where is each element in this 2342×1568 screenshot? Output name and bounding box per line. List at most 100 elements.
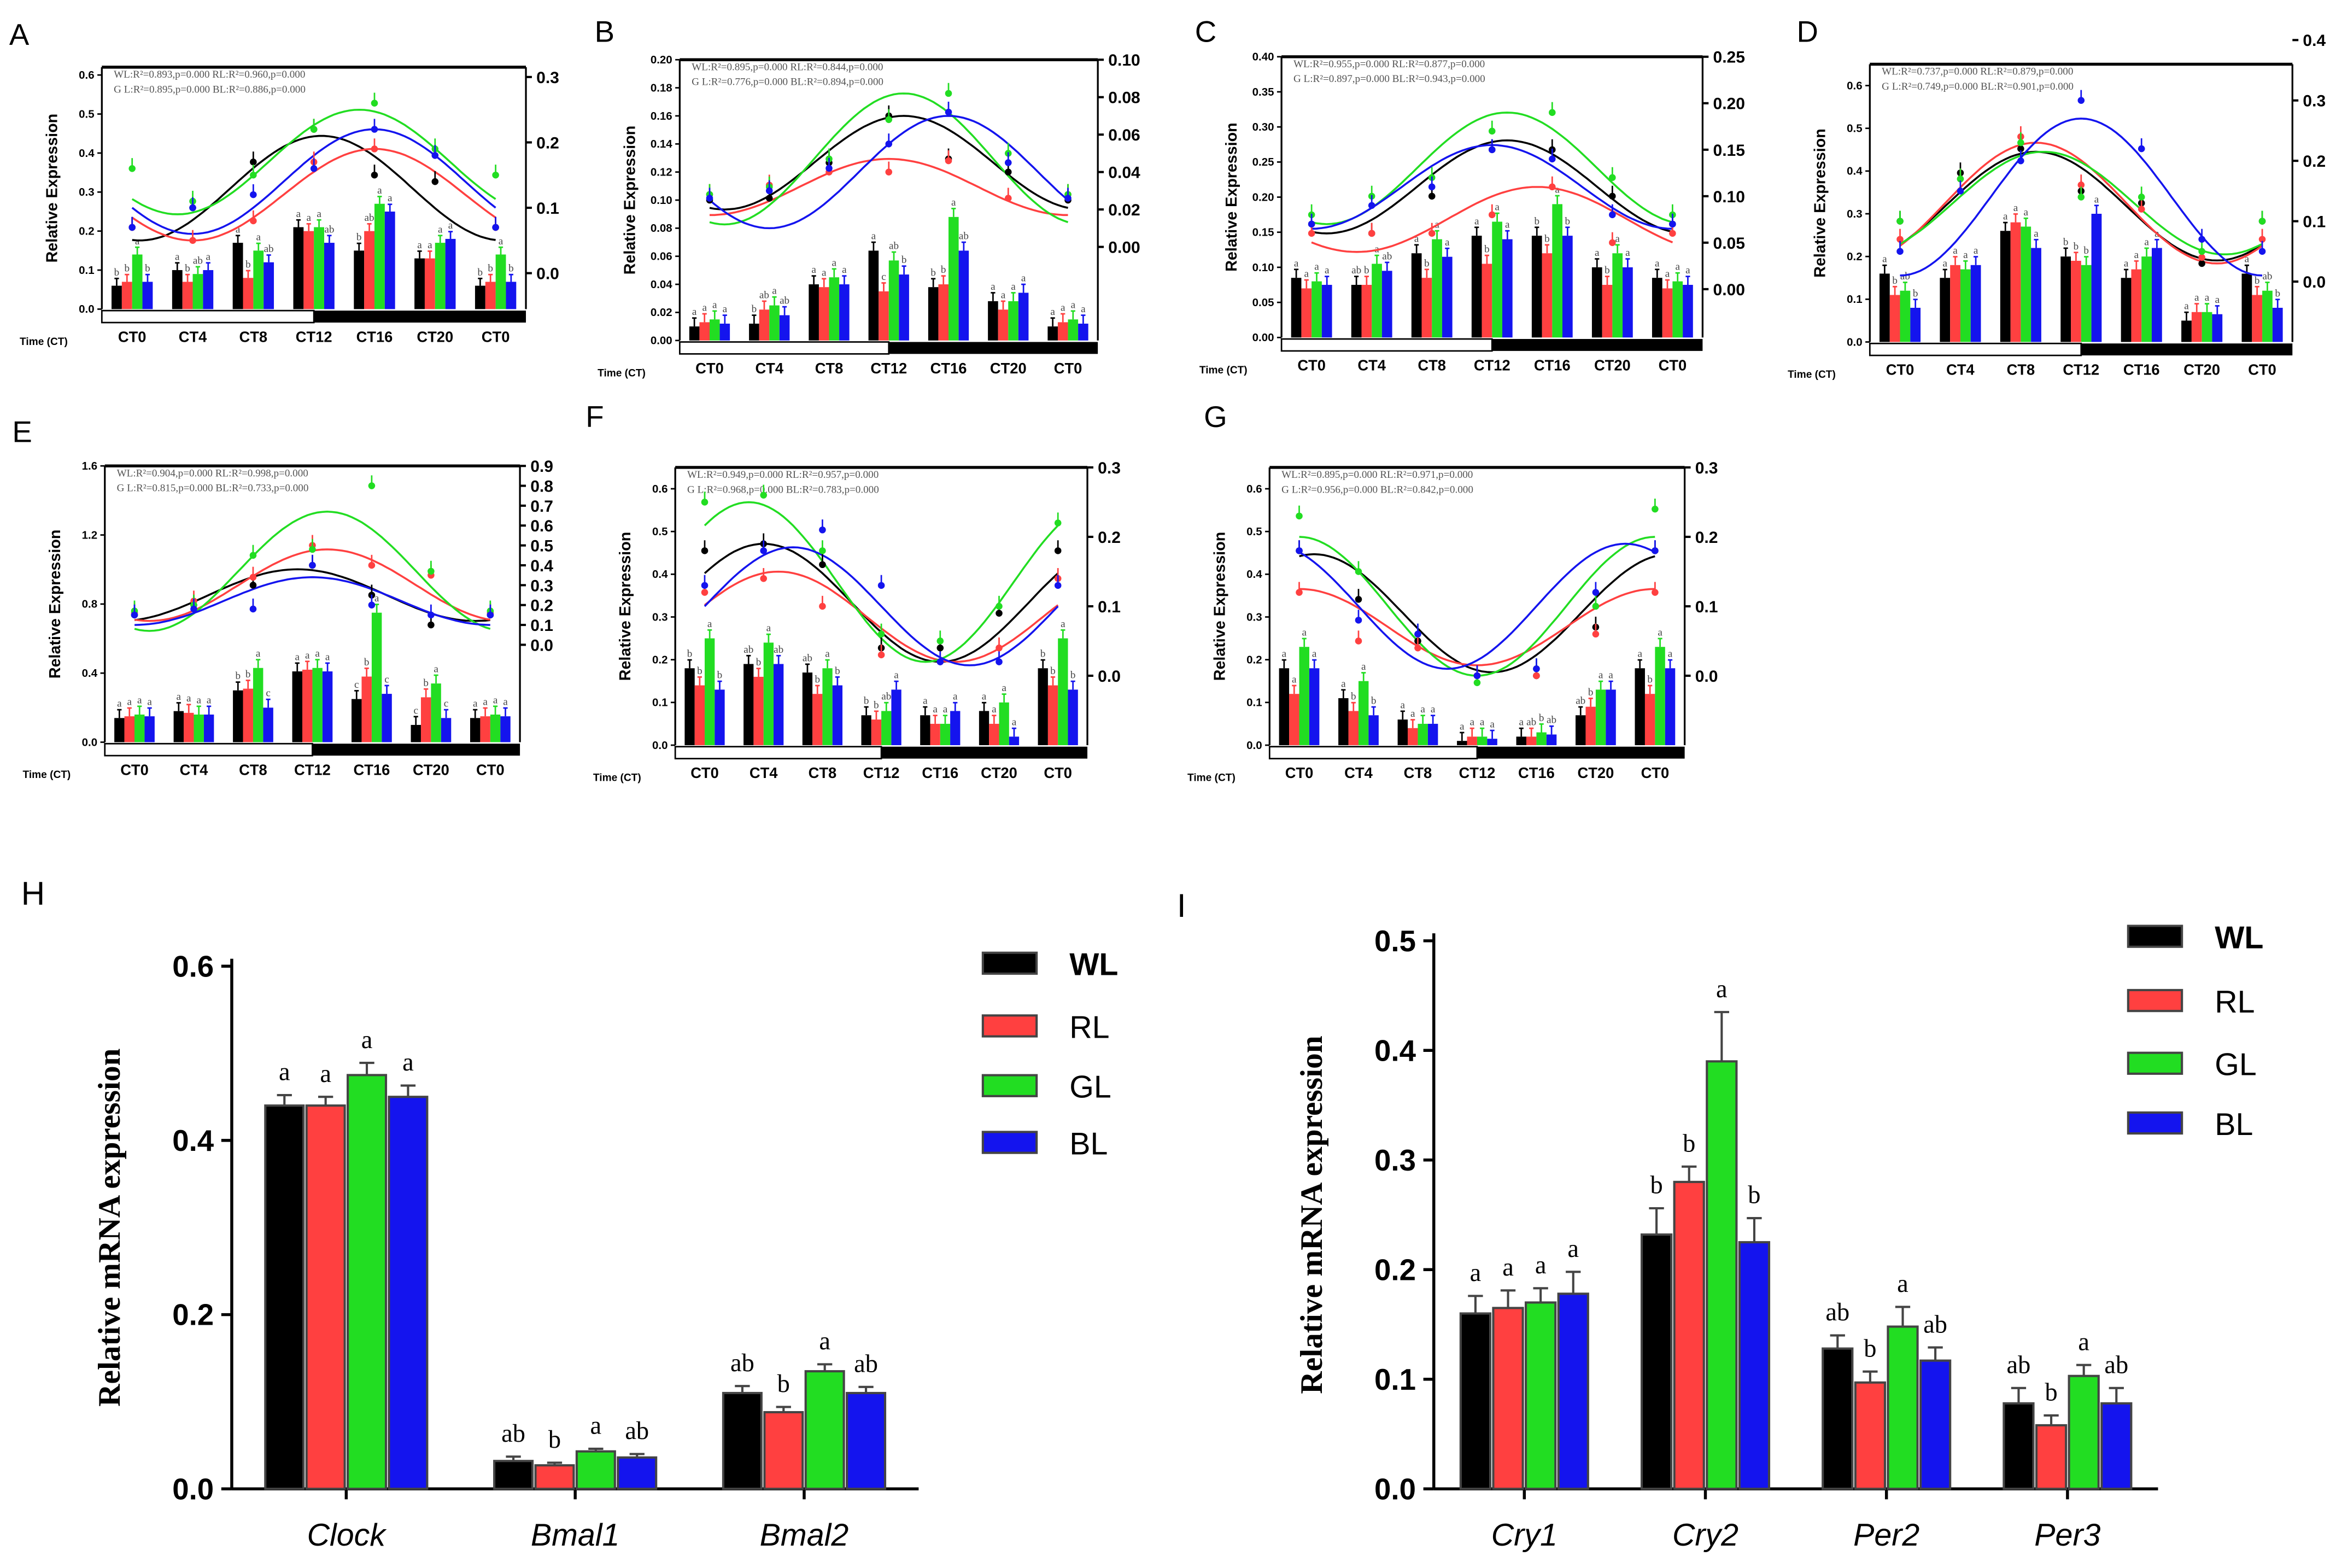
significance-letter: ab bbox=[730, 1349, 754, 1377]
data-point-RL bbox=[2198, 254, 2205, 261]
panel-F: F 0.0 0.1 0.2 0.3 0.4 0.5 0.6 0.0 0.1 0.2 0.3 Relati… bbox=[585, 400, 1121, 783]
data-point-GL bbox=[945, 90, 952, 97]
bar-WL bbox=[232, 243, 243, 309]
significance-letter: a bbox=[1595, 247, 1600, 259]
data-point-BL bbox=[1609, 211, 1616, 219]
y-right-tick-label: 0.15 bbox=[1713, 142, 1745, 160]
y-right-tick-label: 0.8 bbox=[530, 477, 553, 495]
significance-letter: a bbox=[1011, 281, 1016, 292]
bar-WL bbox=[112, 285, 122, 309]
bar-WL bbox=[722, 1391, 763, 1490]
significance-letter: a bbox=[320, 1060, 331, 1088]
bar-RL bbox=[480, 716, 490, 742]
panel-label: B bbox=[595, 15, 614, 48]
bar-GL bbox=[2081, 265, 2092, 342]
bar-RL bbox=[1673, 1180, 1705, 1490]
bar-BL bbox=[891, 689, 901, 745]
significance-letter: a bbox=[871, 231, 876, 242]
y-tick-label: 0.14 bbox=[651, 138, 672, 150]
significance-letter: a bbox=[315, 648, 320, 659]
x-tick-label: CT16 bbox=[1534, 356, 1571, 373]
data-point-BL bbox=[936, 658, 944, 665]
significance-letter: a bbox=[1050, 306, 1055, 318]
bar-BL bbox=[1309, 668, 1320, 745]
data-point-BL bbox=[2138, 145, 2145, 153]
y-tick-label: 0.08 bbox=[651, 222, 672, 235]
bar-GL bbox=[1432, 239, 1442, 338]
data-point-RL bbox=[1896, 236, 1904, 243]
bar-WL bbox=[1457, 741, 1467, 745]
x-tick-label: Per3 bbox=[2034, 1518, 2100, 1553]
y-right-tick-label: 0.2 bbox=[1695, 529, 1718, 547]
significance-letter: ab bbox=[780, 295, 789, 307]
significance-letter: b bbox=[1371, 695, 1377, 707]
stats-text: WL:R²=0.895,p=0.000 RL:R²=0.844,p=0.000 bbox=[692, 61, 883, 73]
stats-text: G L:R²=0.749,p=0.000 BL:R²=0.901,p=0.000 bbox=[1882, 81, 2074, 92]
bar-BL bbox=[839, 284, 850, 341]
bar-RL bbox=[1889, 295, 1900, 342]
bar-RL bbox=[1047, 685, 1058, 745]
x-tick-label: CT0 bbox=[2248, 361, 2276, 378]
significance-letter: a bbox=[1061, 618, 1065, 630]
data-point-BL bbox=[1355, 617, 1362, 624]
x-tick-label: CT4 bbox=[180, 762, 208, 779]
significance-letter: b bbox=[1424, 258, 1430, 269]
y-right-tick-label: 0.25 bbox=[1713, 49, 1745, 67]
significance-letter: a bbox=[723, 303, 728, 315]
dark-phase-bar bbox=[314, 311, 526, 323]
x-tick-label: CT20 bbox=[2183, 361, 2220, 378]
significance-letter: a bbox=[1302, 627, 1307, 639]
bar-GL bbox=[1536, 732, 1547, 745]
significance-letter: a bbox=[1716, 975, 1728, 1003]
data-point-WL bbox=[765, 195, 773, 202]
data-point-WL bbox=[428, 621, 435, 629]
bar-BL bbox=[1427, 723, 1438, 745]
data-point-BL bbox=[1296, 547, 1303, 554]
bar-WL bbox=[988, 301, 998, 341]
y-tick-label: 0.02 bbox=[651, 306, 672, 319]
bar-BL bbox=[144, 716, 155, 742]
data-point-RL bbox=[2258, 236, 2266, 243]
y-tick-label: 0.2 bbox=[79, 225, 94, 237]
bar-WL bbox=[1338, 698, 1349, 745]
y-right-tick-label: 0.2 bbox=[536, 134, 559, 152]
y-right-tick-label: 0.2 bbox=[530, 597, 553, 615]
y-right-tick-label: 0.3 bbox=[1098, 459, 1121, 477]
y-tick-label: 0.40 bbox=[1252, 51, 1274, 63]
significance-letter: a bbox=[1061, 302, 1065, 314]
bar-RL bbox=[243, 278, 254, 309]
bar-BL bbox=[388, 1096, 429, 1490]
significance-letter: a bbox=[1470, 1259, 1482, 1287]
bar-GL bbox=[763, 642, 774, 745]
panel-label: I bbox=[1177, 887, 1186, 924]
data-point-RL bbox=[760, 575, 767, 582]
data-point-BL bbox=[945, 108, 952, 116]
significance-letter: a bbox=[2245, 254, 2250, 265]
y-tick-label: 0.1 bbox=[79, 264, 94, 277]
significance-letter: b bbox=[874, 699, 879, 711]
significance-letter: a bbox=[236, 224, 241, 235]
data-point-BL bbox=[765, 187, 773, 195]
bar-BL bbox=[1442, 256, 1453, 338]
significance-letter: a bbox=[1675, 261, 1680, 273]
stats-text: WL:R²=0.904,p=0.000 RL:R²=0.998,p=0.000 bbox=[117, 467, 308, 479]
bar-GL bbox=[431, 683, 441, 742]
y-right-tick-label: 0.0 bbox=[530, 636, 553, 654]
y-axis-label: Relative Expression bbox=[1811, 128, 1829, 278]
x-tick-label: CT8 bbox=[1404, 764, 1432, 781]
bar-WL bbox=[470, 718, 481, 742]
significance-letter: b bbox=[1070, 670, 1076, 681]
significance-letter: a bbox=[1963, 249, 1968, 261]
significance-letter: b bbox=[114, 267, 120, 278]
data-point-GL bbox=[1896, 218, 1904, 225]
bar-GL bbox=[1058, 638, 1068, 745]
significance-letter: a bbox=[417, 239, 422, 251]
significance-letter: b bbox=[364, 657, 370, 668]
bar-WL bbox=[1397, 719, 1408, 745]
bar-RL bbox=[534, 1464, 575, 1490]
significance-letter: ab bbox=[959, 231, 969, 242]
y-right-tick-label: 0.2 bbox=[2303, 153, 2326, 171]
significance-letter: a bbox=[1625, 247, 1630, 259]
bar-BL bbox=[715, 689, 725, 745]
significance-letter: a bbox=[1615, 233, 1620, 244]
